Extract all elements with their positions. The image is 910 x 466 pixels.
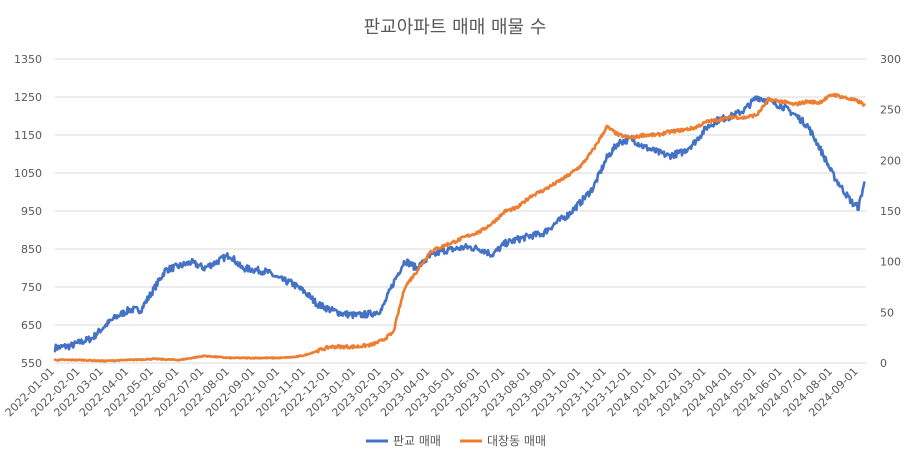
gridlines [55, 58, 866, 364]
x-axis-ticks: 2022-01-012022-02-012022-03-012022-04-01… [3, 365, 861, 419]
left-tick-label: 1050 [14, 167, 42, 180]
legend[interactable]: 판교 매매 대장동 매매 [366, 434, 546, 448]
chart-title: 판교아파트 매매 매물 수 [364, 17, 547, 38]
right-tick-label: 150 [880, 205, 901, 218]
left-tick-label: 650 [21, 319, 42, 332]
left-tick-label: 1150 [14, 129, 42, 142]
left-tick-label: 550 [21, 357, 42, 370]
right-tick-label: 250 [880, 104, 901, 117]
right-tick-label: 100 [880, 256, 901, 269]
left-tick-label: 1250 [14, 91, 42, 104]
legend-label-pangyo: 판교 매매 [393, 434, 441, 448]
legend-label-daejang: 대장동 매매 [487, 434, 546, 448]
left-tick-label: 950 [21, 205, 42, 218]
right-tick-label: 200 [880, 154, 901, 167]
legend-item-pangyo[interactable]: 판교 매매 [366, 434, 441, 448]
left-tick-label: 850 [21, 243, 42, 256]
right-tick-label: 0 [880, 357, 887, 370]
right-tick-label: 300 [880, 53, 901, 66]
right-axis-ticks: 0 50 100 150 200 250 300 [880, 53, 901, 370]
left-axis-ticks: 550 650 750 850 950 1050 1150 1250 1350 [14, 53, 42, 370]
left-tick-label: 750 [21, 281, 42, 294]
right-tick-label: 50 [880, 306, 894, 319]
legend-item-daejang[interactable]: 대장동 매매 [460, 434, 546, 448]
series-line-pangyo[interactable] [53, 95, 866, 353]
series-line-daejang[interactable] [53, 92, 866, 363]
series-layer [53, 92, 866, 363]
left-tick-label: 1350 [14, 53, 42, 66]
